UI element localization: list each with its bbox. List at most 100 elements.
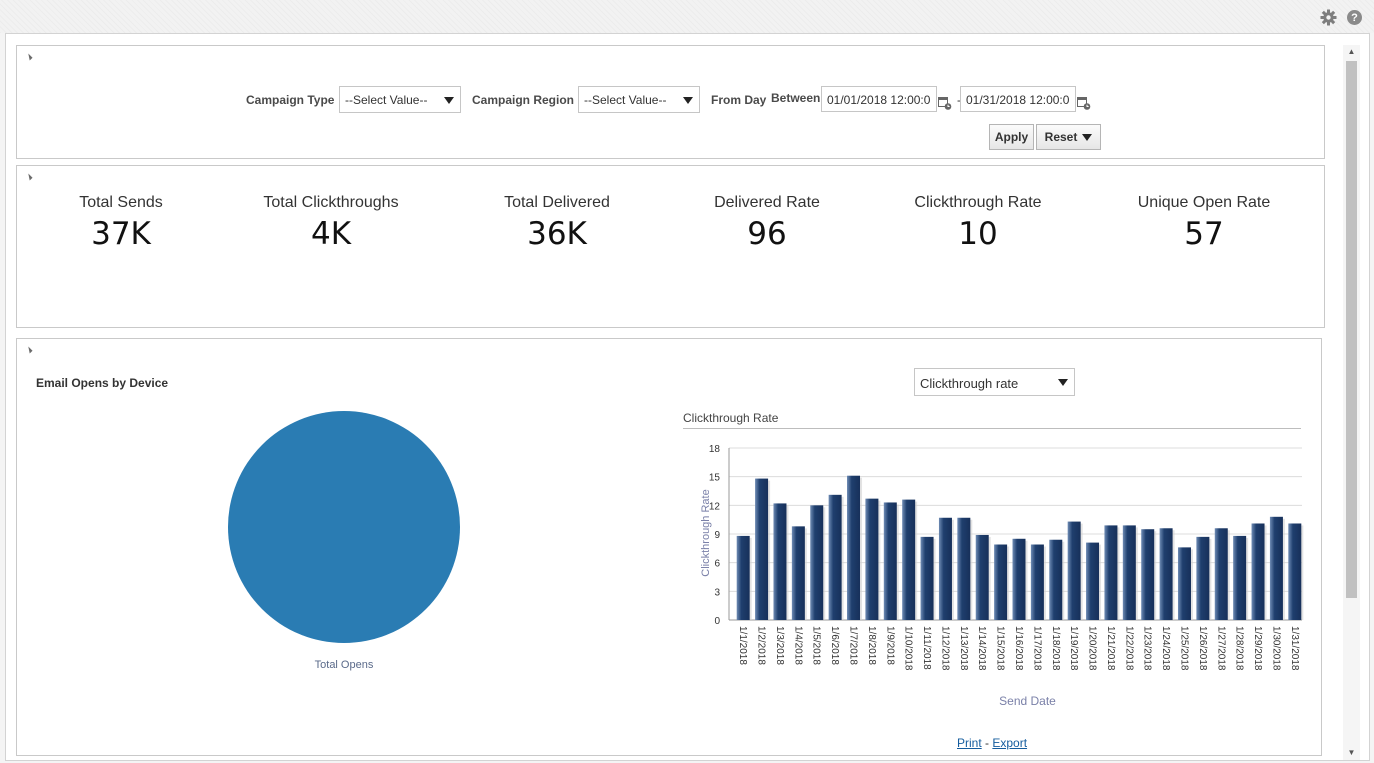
y-tick-label: 6 (714, 559, 720, 570)
campaign-region-value: --Select Value-- (584, 93, 667, 107)
bar[interactable] (883, 502, 897, 620)
x-tick-label: 1/21/2018 (1105, 626, 1116, 671)
y-tick-label: 3 (714, 587, 720, 598)
x-tick-label: 1/13/2018 (958, 626, 969, 671)
reset-button[interactable]: Reset (1036, 124, 1101, 150)
bar[interactable] (1233, 535, 1247, 620)
bar[interactable] (1104, 525, 1118, 620)
scrollbar-thumb[interactable] (1346, 61, 1357, 598)
date-range-separator: - (957, 93, 961, 107)
bar[interactable] (1141, 529, 1155, 620)
bar[interactable] (902, 499, 916, 620)
campaign-region-select[interactable]: --Select Value-- (578, 86, 700, 113)
y-tick-label: 0 (714, 616, 720, 627)
charts-panel: Email Opens by Device Total Opens Clickt… (16, 338, 1322, 756)
campaign-region-label: Campaign Region (472, 93, 575, 107)
x-axis-title: Send Date (999, 694, 1056, 708)
bar[interactable] (828, 494, 842, 620)
end-date-input[interactable]: 01/31/2018 12:00:0 (960, 86, 1076, 112)
bar[interactable] (920, 536, 934, 620)
footer-links: Print - Export (957, 736, 1027, 750)
x-tick-label: 1/11/2018 (921, 626, 932, 670)
kpi-clickthrough-rate: Clickthrough Rate 10 (898, 194, 1058, 252)
bar[interactable] (994, 544, 1008, 620)
collapse-toggle-icon[interactable] (25, 53, 33, 61)
bar[interactable] (938, 517, 952, 620)
reset-label: Reset (1044, 130, 1078, 144)
caret-down-icon (1082, 134, 1093, 141)
kpi-value: 96 (747, 216, 787, 252)
chevron-down-icon (683, 97, 693, 104)
bar[interactable] (810, 505, 824, 620)
kpi-value: 37K (91, 216, 151, 252)
x-tick-label: 1/7/2018 (848, 626, 859, 665)
bar[interactable] (1159, 528, 1173, 620)
x-tick-label: 1/23/2018 (1142, 626, 1153, 671)
bar-chart-title: Clickthrough Rate (683, 411, 779, 425)
x-tick-label: 1/30/2018 (1270, 626, 1281, 671)
x-tick-label: 1/8/2018 (866, 626, 877, 665)
campaign-type-select[interactable]: --Select Value-- (339, 86, 461, 113)
bar[interactable] (773, 503, 787, 620)
x-tick-label: 1/17/2018 (1031, 626, 1042, 671)
link-separator: - (985, 736, 990, 750)
bar[interactable] (1030, 544, 1044, 620)
x-tick-label: 1/25/2018 (1178, 626, 1189, 671)
start-date-input[interactable]: 01/01/2018 12:00:0 (821, 86, 937, 112)
bar[interactable] (1251, 523, 1265, 620)
export-link[interactable]: Export (992, 736, 1028, 750)
bar[interactable] (791, 526, 805, 620)
bar[interactable] (1012, 538, 1026, 620)
x-tick-label: 1/19/2018 (1068, 626, 1079, 671)
kpi-value: 36K (527, 216, 587, 252)
collapse-toggle-icon[interactable] (25, 173, 33, 181)
apply-button[interactable]: Apply (989, 124, 1034, 150)
device-pie-chart: Total Opens (228, 411, 460, 671)
bar[interactable] (1067, 521, 1081, 620)
bar[interactable] (1214, 528, 1228, 620)
bar[interactable] (1288, 523, 1302, 620)
bar[interactable] (1086, 542, 1100, 620)
bar[interactable] (1122, 525, 1136, 620)
campaign-type-label: Campaign Type (246, 93, 335, 107)
y-tick-label: 18 (709, 444, 721, 455)
kpi-value: 10 (958, 216, 998, 252)
bar[interactable] (865, 498, 879, 620)
kpi-total-sends: Total Sends 37K (61, 194, 181, 252)
calendar-icon[interactable] (938, 96, 952, 110)
pie-slice-total-opens[interactable] (228, 411, 460, 643)
campaign-type-value: --Select Value-- (345, 93, 428, 107)
device-chart-title: Email Opens by Device (36, 376, 169, 390)
x-tick-label: 1/1/2018 (737, 626, 748, 665)
kpi-delivered-rate: Delivered Rate 96 (697, 194, 837, 252)
bar[interactable] (755, 478, 769, 620)
kpi-total-delivered: Total Delivered 36K (487, 194, 627, 252)
between-label: Between (771, 91, 821, 105)
vertical-scrollbar[interactable]: ▲ ▼ (1343, 45, 1360, 760)
top-bar: ? (0, 0, 1374, 33)
bar[interactable] (957, 517, 971, 620)
bar[interactable] (1177, 547, 1191, 620)
gear-icon[interactable] (1320, 9, 1337, 26)
x-tick-label: 1/24/2018 (1160, 626, 1171, 671)
x-tick-label: 1/31/2018 (1289, 626, 1300, 671)
x-tick-label: 1/18/2018 (1050, 626, 1061, 671)
bar[interactable] (975, 534, 989, 620)
print-link[interactable]: Print (957, 736, 982, 750)
scroll-up-icon[interactable]: ▲ (1347, 47, 1356, 56)
bar[interactable] (1269, 516, 1283, 620)
x-tick-label: 1/29/2018 (1252, 626, 1263, 671)
bar[interactable] (1049, 539, 1063, 620)
collapse-toggle-icon[interactable] (25, 346, 33, 354)
calendar-icon[interactable] (1077, 96, 1091, 110)
bar[interactable] (847, 475, 861, 620)
chevron-down-icon (1058, 379, 1068, 386)
x-tick-label: 1/28/2018 (1234, 626, 1245, 671)
y-tick-label: 12 (709, 501, 721, 512)
bar[interactable] (1196, 536, 1210, 620)
bar[interactable] (736, 535, 750, 620)
help-icon[interactable]: ? (1347, 10, 1362, 25)
scroll-down-icon[interactable]: ▼ (1347, 748, 1356, 757)
metric-select[interactable]: Clickthrough rate (914, 368, 1075, 396)
x-tick-label: 1/5/2018 (811, 626, 822, 665)
